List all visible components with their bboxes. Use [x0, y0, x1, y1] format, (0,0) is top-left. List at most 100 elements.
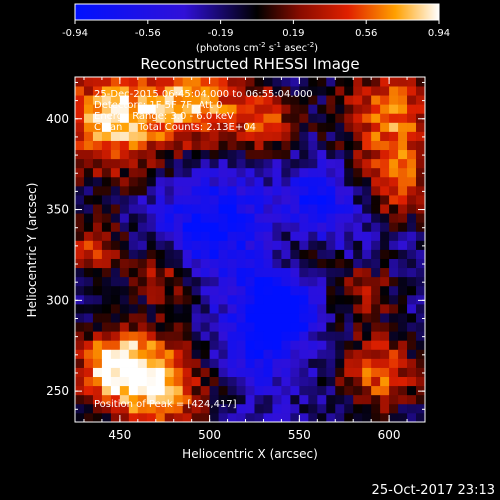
heatmap-cell	[371, 195, 381, 205]
heatmap-cell	[353, 158, 363, 169]
heatmap-cell	[110, 349, 121, 359]
heatmap-cell	[407, 140, 417, 151]
heatmap-cell	[110, 86, 121, 96]
heatmap-cell	[326, 240, 336, 250]
heatmap-cell	[299, 313, 309, 323]
heatmap-cell	[335, 249, 345, 259]
heatmap-cell	[389, 149, 399, 160]
heatmap-cell	[209, 258, 219, 269]
heatmap-cell	[164, 131, 175, 141]
heatmap-cell	[389, 158, 399, 169]
heatmap-cell	[227, 104, 237, 114]
heatmap-cell	[398, 176, 408, 187]
heatmap-cell	[137, 322, 148, 332]
heatmap-cell	[200, 276, 211, 287]
heatmap-cell	[254, 240, 264, 250]
heatmap-cell	[407, 258, 417, 269]
heatmap-cell	[75, 322, 85, 332]
heatmap-cell	[308, 204, 318, 214]
heatmap-cell	[389, 185, 399, 196]
heatmap-cell	[380, 294, 390, 305]
heatmap-cell	[191, 240, 202, 250]
heatmap-cell	[254, 403, 264, 414]
heatmap-cell	[200, 367, 211, 378]
heatmap-cell	[164, 349, 175, 359]
heatmap-cell	[200, 95, 211, 105]
heatmap-cell	[299, 412, 309, 422]
heatmap-cell	[407, 185, 417, 196]
heatmap-cell	[389, 195, 399, 205]
heatmap-cell	[281, 267, 291, 278]
heatmap-cell	[209, 104, 219, 114]
heatmap-cell	[326, 140, 336, 151]
x-tick-label: 450	[108, 428, 131, 442]
heatmap-cell	[263, 322, 273, 332]
heatmap-cell	[272, 149, 282, 160]
heatmap-cell	[281, 349, 291, 359]
heatmap-cell	[326, 122, 336, 132]
heatmap-cell	[317, 113, 327, 123]
heatmap-cell	[155, 349, 166, 359]
heatmap-cell	[308, 376, 318, 387]
heatmap-cell	[380, 340, 390, 350]
heatmap-cell	[380, 222, 390, 232]
heatmap-cell	[173, 222, 184, 232]
heatmap-cell	[371, 294, 381, 305]
heatmap-cell	[317, 267, 327, 278]
heatmap-cell	[75, 385, 85, 396]
heatmap-cell	[335, 367, 345, 378]
heatmap-cell	[164, 213, 175, 223]
heatmap-cell	[317, 104, 327, 114]
heatmap-cell	[227, 131, 237, 141]
heatmap-cell	[371, 303, 381, 314]
heatmap-cell	[353, 385, 363, 396]
heatmap-cell	[137, 240, 148, 250]
heatmap-cell	[146, 403, 157, 414]
heatmap-cell	[110, 276, 121, 287]
heatmap-cell	[92, 249, 103, 259]
heatmap-cell	[290, 104, 300, 114]
heatmap-cell	[137, 313, 148, 323]
heatmap-cell	[281, 95, 291, 105]
heatmap-cell	[155, 113, 166, 123]
heatmap-cell	[92, 294, 103, 305]
heatmap-cell	[110, 403, 121, 414]
heatmap-cell	[101, 240, 112, 250]
heatmap-cell	[254, 222, 264, 232]
heatmap-cell	[146, 113, 157, 123]
heatmap-cell	[245, 176, 255, 187]
heatmap-cell	[344, 303, 354, 314]
heatmap-cell	[416, 176, 425, 187]
heatmap-cell	[398, 358, 408, 368]
heatmap-cell	[254, 131, 264, 141]
heatmap-cell	[335, 267, 345, 278]
heatmap-cell	[137, 204, 148, 214]
heatmap-cell	[407, 104, 417, 114]
heatmap-cell	[317, 412, 327, 422]
heatmap-cell	[362, 331, 372, 341]
heatmap-cell	[245, 294, 255, 305]
heatmap-cell	[263, 285, 273, 296]
heatmap-cell	[119, 95, 130, 105]
heatmap-cell	[407, 412, 417, 422]
heatmap-cell	[155, 267, 166, 278]
heatmap-cell	[398, 231, 408, 241]
heatmap-cell	[371, 240, 381, 250]
heatmap-cell	[299, 204, 309, 214]
heatmap-cell	[344, 276, 354, 287]
heatmap-cell	[380, 240, 390, 250]
heatmap-cell	[236, 322, 246, 332]
heatmap-cell	[407, 204, 417, 214]
heatmap-cell	[227, 313, 237, 323]
heatmap-cell	[92, 140, 103, 151]
heatmap-cell	[344, 258, 354, 269]
heatmap-cell	[83, 276, 94, 287]
heatmap-cell	[398, 122, 408, 132]
heatmap-cell	[317, 167, 327, 178]
heatmap-cell	[155, 294, 166, 305]
heatmap-cell	[236, 104, 246, 114]
heatmap-cell	[335, 131, 345, 141]
heatmap-cell	[362, 185, 372, 196]
heatmap-cell	[191, 303, 202, 314]
heatmap-cell	[263, 204, 273, 214]
